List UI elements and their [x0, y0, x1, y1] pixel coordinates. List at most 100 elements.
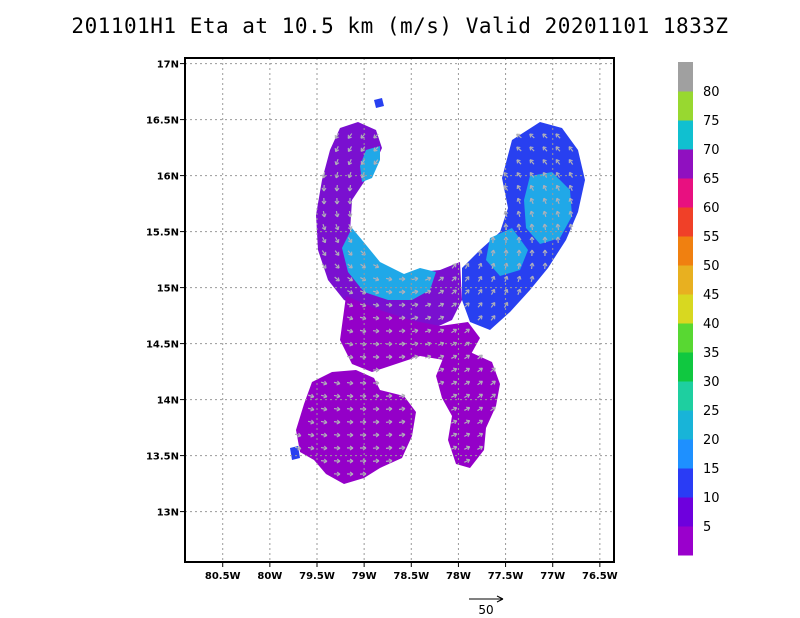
- colorbar-label: 80: [703, 85, 720, 100]
- wind-vector-head: [490, 249, 496, 254]
- wind-vector: [411, 290, 419, 294]
- wind-vector: [333, 447, 341, 449]
- wind-vector: [543, 197, 547, 205]
- wind-vector: [425, 277, 431, 281]
- wind-vector-head: [529, 133, 534, 138]
- wind-vector: [477, 354, 483, 360]
- wind-vector-head: [414, 341, 419, 347]
- wind-vector: [347, 250, 353, 256]
- wind-vector: [464, 446, 470, 450]
- wind-vector: [307, 433, 315, 437]
- wind-vector-head: [349, 445, 354, 451]
- colorbar-segment: [678, 207, 693, 237]
- wind-vector-head: [452, 328, 458, 333]
- wind-vector: [347, 290, 353, 294]
- wind-vector-head: [388, 458, 393, 464]
- wind-vector: [334, 263, 340, 269]
- wind-vector: [516, 159, 522, 165]
- wind-vector-head: [453, 432, 458, 438]
- wind-vector: [346, 408, 354, 410]
- wind-vector: [385, 460, 393, 462]
- colorbar-label: 75: [703, 114, 720, 129]
- x-tick-label: 80W: [257, 571, 282, 582]
- wind-vector: [490, 302, 496, 308]
- wind-vector-head: [555, 223, 561, 228]
- wind-vector: [385, 395, 393, 397]
- wind-vector: [398, 356, 406, 358]
- wind-vector: [542, 159, 548, 165]
- wind-vector-head: [375, 289, 380, 295]
- x-axis: 80.5W 80W 79.5W 79W 78.5W 78W 77.5W 77W 76.5W: [205, 562, 618, 582]
- wind-vector: [542, 172, 548, 178]
- wind-vector-head: [310, 445, 315, 451]
- wind-vector-head: [321, 200, 327, 205]
- wind-vector: [517, 210, 521, 218]
- wind-vector-head: [555, 210, 561, 215]
- wind-vector: [322, 171, 326, 179]
- colorbar-label: 10: [703, 491, 720, 506]
- wind-vector: [477, 393, 483, 399]
- colorbar-label: 45: [703, 288, 720, 303]
- wind-vector-head: [375, 328, 380, 334]
- wind-vector-head: [334, 134, 339, 140]
- wind-vector: [372, 330, 380, 332]
- wind-vector: [464, 328, 470, 334]
- wind-vector: [438, 329, 444, 333]
- x-tick-label: 77.5W: [488, 571, 524, 582]
- wind-vector: [334, 276, 340, 282]
- wind-vector-head: [439, 289, 445, 294]
- wind-vector-head: [335, 264, 340, 269]
- wind-vector-head: [388, 276, 393, 282]
- wind-vector: [490, 289, 496, 295]
- wind-vector: [411, 329, 419, 333]
- wind-vector: [530, 197, 534, 205]
- wind-vector-head: [465, 406, 471, 412]
- wind-vector-head: [375, 263, 380, 269]
- wind-vector-head: [555, 197, 561, 202]
- y-tick-label: 16.5N: [146, 116, 179, 127]
- wind-vector: [516, 172, 522, 178]
- wind-vector-head: [440, 315, 445, 321]
- wind-vector: [437, 381, 445, 385]
- wind-vector-head: [542, 236, 548, 241]
- colorbar-label: 20: [703, 433, 720, 448]
- wind-vector: [346, 329, 354, 333]
- wind-vector: [569, 223, 573, 231]
- wind-vector-head: [348, 277, 353, 282]
- wind-vector-head: [349, 328, 354, 334]
- wind-vector-head: [465, 380, 471, 385]
- wind-vector-head: [321, 226, 327, 231]
- field-region-west-arc-north-cyan: [360, 146, 380, 182]
- colorbar-label: 65: [703, 172, 720, 187]
- wind-vector-head: [427, 276, 432, 282]
- wind-vector-head: [452, 276, 457, 281]
- wind-vector: [542, 133, 548, 139]
- wind-vector: [424, 342, 432, 346]
- wind-vector-head: [401, 276, 406, 282]
- wind-vector: [478, 263, 482, 269]
- wind-vector: [398, 407, 406, 411]
- wind-vector-head: [297, 432, 302, 438]
- wind-vector-head: [465, 276, 470, 281]
- wind-vector-head: [491, 406, 496, 411]
- wind-vector-head: [452, 302, 457, 307]
- wind-vector-head: [348, 264, 353, 269]
- colorbar-segment: [678, 497, 693, 527]
- wind-vector-head: [335, 238, 340, 244]
- wind-vector: [517, 223, 521, 231]
- wind-vector-head: [347, 200, 353, 205]
- wind-vector-head: [516, 172, 521, 177]
- x-tick-label: 79.5W: [299, 571, 335, 582]
- wind-vector-head: [555, 184, 561, 189]
- wind-vector-head: [529, 262, 535, 267]
- wind-vector-head: [334, 213, 340, 218]
- wind-vector-head: [375, 380, 380, 386]
- wind-vector-head: [453, 393, 458, 399]
- wind-vector: [451, 407, 457, 411]
- wind-vector-head: [477, 249, 483, 254]
- wind-vector: [333, 421, 341, 423]
- wind-vector-head: [401, 289, 406, 295]
- wind-vector: [477, 367, 483, 373]
- wind-vector-head: [322, 264, 327, 269]
- wind-vector: [464, 289, 470, 295]
